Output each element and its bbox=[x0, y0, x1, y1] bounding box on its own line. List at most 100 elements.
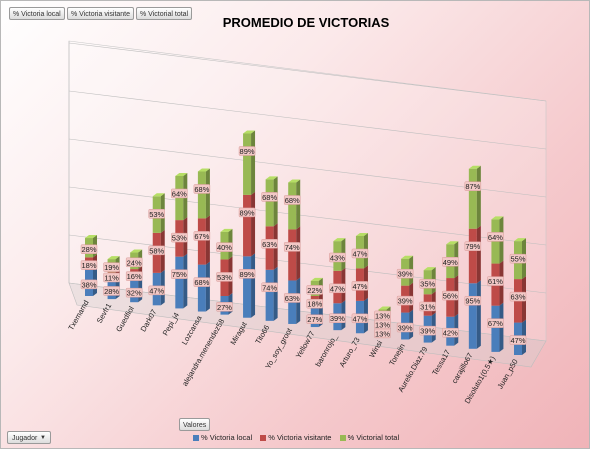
data-label-text: 40% bbox=[217, 243, 232, 252]
data-label-text: 18% bbox=[307, 300, 322, 309]
data-label: 95% bbox=[464, 295, 482, 306]
data-label: 38% bbox=[80, 279, 98, 289]
chart-title: PROMEDIO DE VICTORIAS bbox=[222, 15, 390, 30]
data-label-text: 19% bbox=[104, 263, 119, 272]
data-label: 24% bbox=[125, 257, 143, 267]
data-label: 27% bbox=[306, 314, 324, 324]
data-label-text: 47% bbox=[330, 284, 345, 293]
bar-top bbox=[333, 238, 346, 242]
bar-front bbox=[468, 168, 477, 229]
field-button-victoria-visitante[interactable]: % Victoria visitante bbox=[67, 7, 135, 20]
data-label-box bbox=[238, 207, 256, 218]
data-label-box bbox=[216, 242, 233, 252]
data-label: 39% bbox=[419, 325, 436, 336]
data-label: 61% bbox=[487, 276, 504, 286]
bar-segment bbox=[243, 253, 256, 318]
bar-top bbox=[468, 165, 481, 169]
data-label: 27% bbox=[216, 302, 233, 312]
data-label-text: 89% bbox=[240, 270, 255, 279]
bar-top bbox=[265, 176, 278, 180]
data-label: 35% bbox=[419, 278, 436, 289]
legend-swatch-visitante bbox=[260, 435, 267, 442]
jugador-dropdown[interactable]: Jugador ▼ bbox=[7, 431, 51, 444]
bar-top bbox=[152, 193, 165, 197]
gridline bbox=[68, 42, 547, 102]
bar-segment bbox=[243, 191, 256, 257]
bar-side bbox=[296, 226, 301, 281]
legend-label-visitante: % Victoria visitante bbox=[268, 433, 332, 442]
data-label-box bbox=[442, 290, 459, 301]
data-label-box bbox=[351, 313, 369, 324]
data-label-box bbox=[103, 286, 120, 296]
data-label-box bbox=[487, 276, 504, 286]
data-label-box bbox=[171, 188, 188, 199]
bar-top bbox=[423, 267, 436, 271]
data-label-box bbox=[148, 285, 165, 296]
data-label-text: 22% bbox=[307, 286, 322, 295]
data-label-text: 16% bbox=[127, 272, 142, 281]
bar-front bbox=[468, 228, 477, 284]
data-label: 68% bbox=[193, 184, 211, 194]
data-label-box bbox=[283, 293, 301, 303]
data-label-box bbox=[419, 278, 436, 289]
data-label-text: 11% bbox=[104, 273, 119, 282]
data-label: 47% bbox=[351, 281, 369, 291]
data-label-text: 31% bbox=[420, 302, 435, 311]
data-label: 67% bbox=[487, 318, 504, 328]
field-button-victoria-total[interactable]: % Victorial total bbox=[136, 7, 193, 20]
data-label-text: 63% bbox=[262, 240, 277, 249]
values-field-button[interactable]: Valores bbox=[179, 418, 211, 431]
bar-front bbox=[243, 133, 252, 195]
data-label: 28% bbox=[80, 244, 98, 254]
data-label-box bbox=[442, 257, 459, 267]
data-label: 22% bbox=[306, 285, 324, 295]
data-label-box bbox=[374, 310, 391, 321]
data-label-text: 28% bbox=[81, 245, 96, 254]
bar-segment bbox=[265, 266, 278, 321]
data-label: 74% bbox=[261, 282, 278, 292]
data-label: 19% bbox=[103, 262, 120, 272]
bar-top bbox=[401, 255, 414, 259]
data-label-text: 53% bbox=[149, 210, 164, 219]
bar-side bbox=[476, 165, 481, 229]
data-label-text: 58% bbox=[149, 246, 164, 255]
bar-top bbox=[243, 130, 256, 134]
data-label-text: 35% bbox=[420, 280, 435, 289]
bar-segment bbox=[468, 280, 481, 349]
data-label: 40% bbox=[216, 242, 233, 252]
data-label-text: 68% bbox=[262, 193, 277, 202]
bar-top bbox=[310, 277, 323, 281]
bar-side bbox=[251, 130, 256, 195]
data-label: 39% bbox=[396, 268, 414, 279]
legend-swatch-local bbox=[193, 435, 199, 442]
data-label-box bbox=[80, 260, 98, 270]
data-label-box bbox=[193, 231, 211, 241]
data-label-box bbox=[171, 269, 188, 279]
data-label-box bbox=[306, 314, 324, 324]
legend-swatch-total bbox=[339, 435, 346, 442]
bar-top bbox=[220, 228, 233, 232]
bar-segment bbox=[468, 225, 481, 284]
data-label-box bbox=[396, 322, 414, 333]
data-label-box bbox=[464, 241, 482, 251]
data-label: 56% bbox=[442, 290, 459, 301]
field-button-victoria-local[interactable]: % Victoria local bbox=[9, 7, 65, 20]
bar-segment bbox=[288, 226, 301, 281]
data-label-box bbox=[396, 295, 414, 306]
data-label-text: 47% bbox=[352, 282, 367, 291]
data-label-text: 53% bbox=[217, 273, 232, 282]
data-label-box bbox=[125, 271, 143, 281]
bar-front bbox=[265, 179, 274, 227]
data-label: 39% bbox=[396, 295, 414, 306]
data-label-text: 89% bbox=[240, 208, 255, 217]
data-label-box bbox=[216, 302, 233, 312]
data-label: 47% bbox=[148, 285, 165, 296]
data-label-box bbox=[148, 245, 165, 256]
data-label-text: 68% bbox=[194, 278, 209, 287]
data-label-text: 39% bbox=[330, 314, 345, 323]
data-label-text: 87% bbox=[465, 182, 480, 191]
legend-item-local: % Victoria local bbox=[187, 433, 252, 442]
data-label: 13% bbox=[374, 319, 391, 329]
